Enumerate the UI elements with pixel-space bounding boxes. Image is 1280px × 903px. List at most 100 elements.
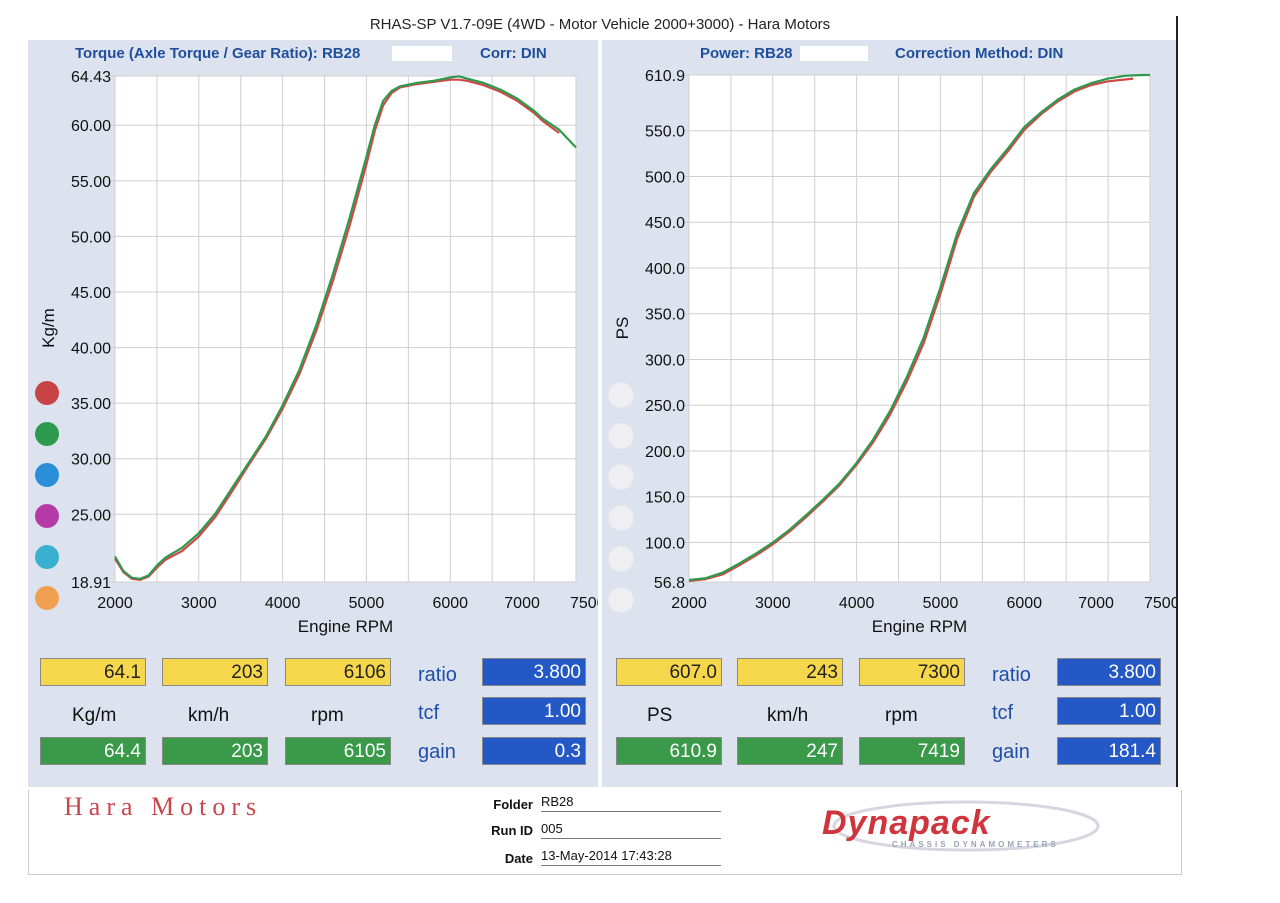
left-ratio-label: ratio bbox=[418, 664, 457, 686]
left-ratio-value: 3.800 bbox=[482, 658, 586, 686]
x-tick-label: 7000 bbox=[504, 595, 540, 612]
right-corr-label: Correction Method: DIN bbox=[895, 45, 1064, 62]
right-chart-header: Power: RB28 bbox=[700, 45, 793, 62]
runid-value: 005 bbox=[541, 821, 721, 839]
y-tick-label: 250.0 bbox=[645, 398, 685, 415]
x-tick-label: 5000 bbox=[923, 595, 959, 612]
plot-area bbox=[689, 75, 1150, 582]
y-tick-label: 500.0 bbox=[645, 169, 685, 186]
brand-subtitle: CHASSIS DYNAMOMETERS bbox=[892, 840, 1059, 849]
legend-empty-dot-icon bbox=[607, 545, 635, 573]
right-gain-label: gain bbox=[992, 741, 1030, 763]
y-axis-title: Kg/m bbox=[39, 308, 58, 348]
left-corr-label: Corr: DIN bbox=[480, 45, 547, 62]
y-tick-label: 64.43 bbox=[71, 69, 111, 86]
x-tick-label: 4000 bbox=[839, 595, 875, 612]
y-tick-label: 150.0 bbox=[645, 490, 685, 507]
legend-empty-dot-icon bbox=[607, 586, 635, 614]
left-gain-label: gain bbox=[418, 741, 456, 763]
legend-dot-icon[interactable] bbox=[35, 381, 59, 405]
legend-dot-icon[interactable] bbox=[35, 504, 59, 528]
left-unit-rpm: rpm bbox=[311, 705, 344, 726]
x-tick-label: 4000 bbox=[265, 595, 301, 612]
y-tick-label: 200.0 bbox=[645, 444, 685, 461]
right-border bbox=[1176, 16, 1178, 787]
y-tick-label: 45.00 bbox=[71, 285, 111, 302]
left-peak-torque: 64.1 bbox=[40, 658, 146, 686]
x-tick-label: 6000 bbox=[432, 595, 468, 612]
x-tick-label: 6000 bbox=[1006, 595, 1042, 612]
date-value: 13-May-2014 17:43:28 bbox=[541, 848, 721, 866]
y-tick-label: 450.0 bbox=[645, 215, 685, 232]
legend-empty-dot-icon bbox=[607, 381, 635, 409]
right-tcf-label: tcf bbox=[992, 702, 1014, 724]
x-axis-title: Engine RPM bbox=[298, 617, 393, 636]
y-tick-label: 550.0 bbox=[645, 124, 685, 141]
legend-dot-icon[interactable] bbox=[35, 463, 59, 487]
power-chart: 56.8 100.0 150.0 200.0 250.0 300.0 350.0 400.0 4… bbox=[607, 68, 1176, 636]
brand-logo: Dynapack CHASSIS DYNAMOMETERS bbox=[816, 800, 1116, 860]
right-unit-rpm: rpm bbox=[885, 705, 918, 726]
folder-value: RB28 bbox=[541, 794, 721, 812]
y-tick-label: 35.00 bbox=[71, 396, 111, 413]
left-chart-header: Torque (Axle Torque / Gear Ratio): RB28 bbox=[75, 45, 361, 62]
y-tick-label: 60.00 bbox=[71, 118, 111, 135]
folder-label: Folder bbox=[493, 797, 533, 812]
left-tcf-value: 1.00 bbox=[482, 697, 586, 725]
left-gain-value: 0.3 bbox=[482, 737, 586, 765]
legend-dot-icon[interactable] bbox=[35, 422, 59, 446]
torque-chart: 18.91 25.00 30.00 35.00 40.00 45.00 50.00 55.00… bbox=[35, 69, 598, 636]
brand-swoosh-icon bbox=[832, 800, 1100, 852]
legend-dot-icon[interactable] bbox=[35, 586, 59, 610]
right-header-field bbox=[800, 46, 868, 61]
page-title: RHAS-SP V1.7-09E (4WD - Motor Vehicle 20… bbox=[369, 16, 831, 33]
series-line-2 bbox=[688, 73, 1150, 582]
right-ratio-value: 3.800 bbox=[1057, 658, 1161, 686]
x-tick-label: 2000 bbox=[97, 595, 133, 612]
right-peak2-speed: 247 bbox=[737, 737, 843, 765]
left-unit-speed: km/h bbox=[188, 705, 230, 726]
legend-dot-icon[interactable] bbox=[35, 545, 59, 569]
legend-empty-dot-icon bbox=[607, 422, 635, 450]
left-peak2-rpm: 6105 bbox=[285, 737, 391, 765]
left-header-field bbox=[392, 46, 452, 61]
y-tick-label: 300.0 bbox=[645, 352, 685, 369]
series-line-1 bbox=[114, 78, 560, 581]
x-tick-label: 2000 bbox=[671, 595, 707, 612]
left-tcf-label: tcf bbox=[418, 702, 440, 724]
y-tick-label: 25.00 bbox=[71, 507, 111, 524]
x-axis-title: Engine RPM bbox=[872, 617, 967, 636]
legend-empty-dot-icon bbox=[607, 463, 635, 491]
x-tick-label: 5000 bbox=[349, 595, 385, 612]
y-tick-label: 40.00 bbox=[71, 341, 111, 358]
y-tick-label: 56.8 bbox=[654, 575, 685, 592]
y-tick-label: 610.9 bbox=[645, 68, 685, 85]
x-tick-label: 7000 bbox=[1078, 595, 1114, 612]
y-axis-title: PS bbox=[613, 317, 632, 340]
right-peak-power: 607.0 bbox=[616, 658, 722, 686]
y-tick-label: 350.0 bbox=[645, 307, 685, 324]
right-peak-speed: 243 bbox=[737, 658, 843, 686]
y-tick-label: 55.00 bbox=[71, 174, 111, 191]
plot-area bbox=[115, 76, 576, 582]
y-tick-label: 18.91 bbox=[71, 575, 111, 592]
footer bbox=[28, 790, 1182, 875]
x-tick-label: 7500 bbox=[570, 595, 598, 612]
right-tcf-value: 1.00 bbox=[1057, 697, 1161, 725]
left-unit-torque: Kg/m bbox=[72, 705, 117, 726]
right-unit-power: PS bbox=[647, 705, 673, 726]
y-tick-label: 100.0 bbox=[645, 535, 685, 552]
right-peak2-rpm: 7419 bbox=[859, 737, 965, 765]
right-peak2-power: 610.9 bbox=[616, 737, 722, 765]
left-peak2-speed: 203 bbox=[162, 737, 268, 765]
date-label: Date bbox=[504, 851, 533, 866]
right-peak-rpm: 7300 bbox=[859, 658, 965, 686]
series-line-2 bbox=[114, 75, 577, 580]
brand-name: Dynapack bbox=[822, 804, 991, 842]
x-tick-label: 3000 bbox=[755, 595, 791, 612]
series-line-1 bbox=[688, 77, 1134, 582]
left-peak-rpm: 6106 bbox=[285, 658, 391, 686]
right-gain-value: 181.4 bbox=[1057, 737, 1161, 765]
left-peak2-torque: 64.4 bbox=[40, 737, 146, 765]
left-peak-speed: 203 bbox=[162, 658, 268, 686]
